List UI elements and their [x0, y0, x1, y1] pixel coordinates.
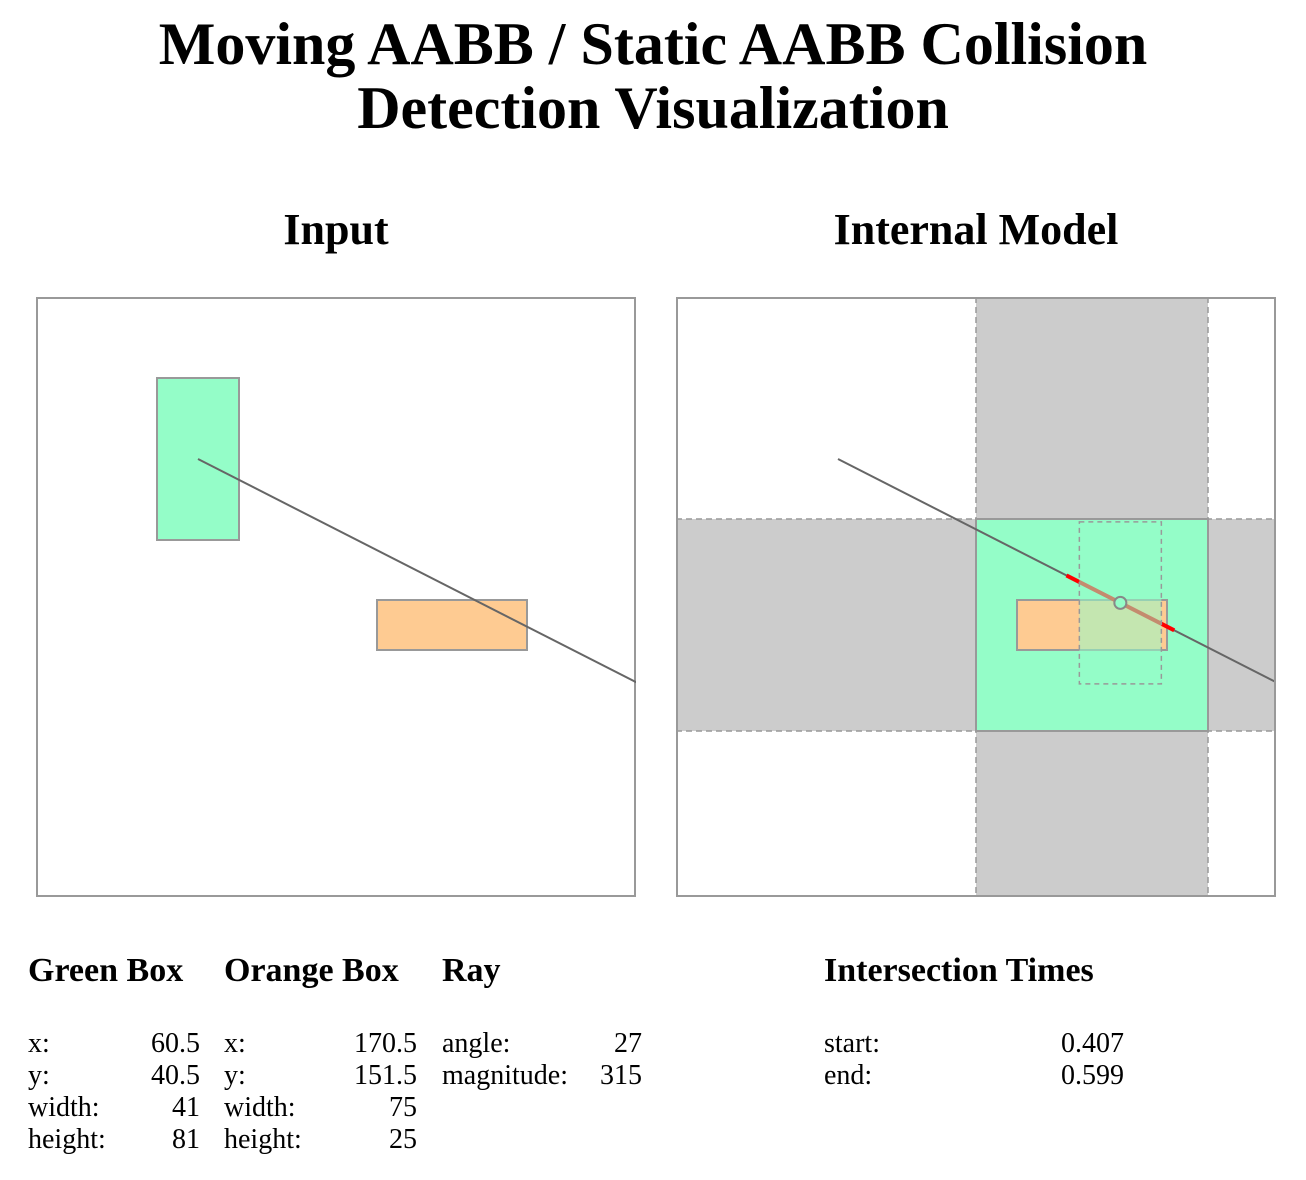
stat-value: 170.5 — [354, 1028, 417, 1059]
stat-value: 27 — [614, 1028, 642, 1059]
stat-label: height: — [28, 1124, 106, 1155]
stat-value: 315 — [600, 1060, 642, 1091]
green-box-table: x: 60.5 y: 40.5 width: 41 height: 81 — [28, 1028, 200, 1156]
stat-label: angle: — [442, 1028, 511, 1059]
page-title: Moving AABB / Static AABB Collision Dete… — [0, 12, 1306, 140]
green-box-stats: Green Box x: 60.5 y: 40.5 width: 41 height:… — [28, 950, 200, 1156]
orange-box-heading: Orange Box — [224, 952, 399, 989]
midpoint-marker — [1113, 595, 1128, 610]
orange-box[interactable] — [376, 599, 528, 651]
ray-heading: Ray — [442, 952, 501, 989]
stat-value: 0.407 — [1061, 1028, 1124, 1059]
table-row: width: 41 — [28, 1092, 200, 1124]
stat-value: 60.5 — [151, 1028, 200, 1059]
input-canvas[interactable] — [36, 297, 636, 897]
stat-label: x: — [28, 1028, 50, 1059]
table-row: end: 0.599 — [824, 1060, 1124, 1092]
stat-value: 151.5 — [354, 1060, 417, 1091]
intersection-times-table: start: 0.407 end: 0.599 — [824, 1028, 1124, 1092]
table-row: x: 170.5 — [224, 1028, 417, 1060]
table-row: angle: 27 — [442, 1028, 642, 1060]
title-line-1: Moving AABB / Static AABB Collision — [158, 11, 1148, 77]
stat-value: 75 — [389, 1092, 417, 1123]
input-canvas-frame — [36, 297, 636, 897]
stat-label: x: — [224, 1028, 246, 1059]
table-row: width: 75 — [224, 1092, 417, 1124]
stat-label: width: — [224, 1092, 296, 1123]
stat-label: start: — [824, 1028, 880, 1059]
ray-stats: Ray angle: 27 magnitude: 315 — [442, 950, 642, 1092]
table-row: x: 60.5 — [28, 1028, 200, 1060]
table-row: y: 40.5 — [28, 1060, 200, 1092]
orange-box-stats: Orange Box x: 170.5 y: 151.5 width: 75 heig… — [224, 950, 417, 1156]
model-canvas-frame — [676, 297, 1276, 897]
ray-table: angle: 27 magnitude: 315 — [442, 1028, 642, 1092]
stat-value: 41 — [172, 1092, 200, 1123]
input-panel-title: Input — [283, 205, 389, 254]
title-line-2: Detection Visualization — [357, 75, 949, 141]
intersection-times-heading: Intersection Times — [824, 952, 1094, 989]
ray-line[interactable] — [197, 458, 636, 745]
green-box-heading: Green Box — [28, 952, 184, 989]
stat-label: width: — [28, 1092, 100, 1123]
stat-label: y: — [28, 1060, 50, 1091]
table-row: y: 151.5 — [224, 1060, 417, 1092]
table-row: height: 25 — [224, 1124, 417, 1156]
stat-label: end: — [824, 1060, 873, 1091]
stat-value: 40.5 — [151, 1060, 200, 1091]
stat-value: 25 — [389, 1124, 417, 1155]
stat-value: 81 — [172, 1124, 200, 1155]
orange-box-table: x: 170.5 y: 151.5 width: 75 height: 25 — [224, 1028, 417, 1156]
stat-value: 0.599 — [1061, 1060, 1124, 1091]
stat-label: height: — [224, 1124, 302, 1155]
stat-label: magnitude: — [442, 1060, 568, 1091]
internal-model-canvas — [676, 297, 1276, 897]
table-row: magnitude: 315 — [442, 1060, 642, 1092]
intersection-times-stats: Intersection Times start: 0.407 end: 0.599 — [824, 950, 1124, 1092]
stat-label: y: — [224, 1060, 246, 1091]
internal-model-panel-title: Internal Model — [833, 205, 1119, 254]
table-row: height: 81 — [28, 1124, 200, 1156]
table-row: start: 0.407 — [824, 1028, 1124, 1060]
